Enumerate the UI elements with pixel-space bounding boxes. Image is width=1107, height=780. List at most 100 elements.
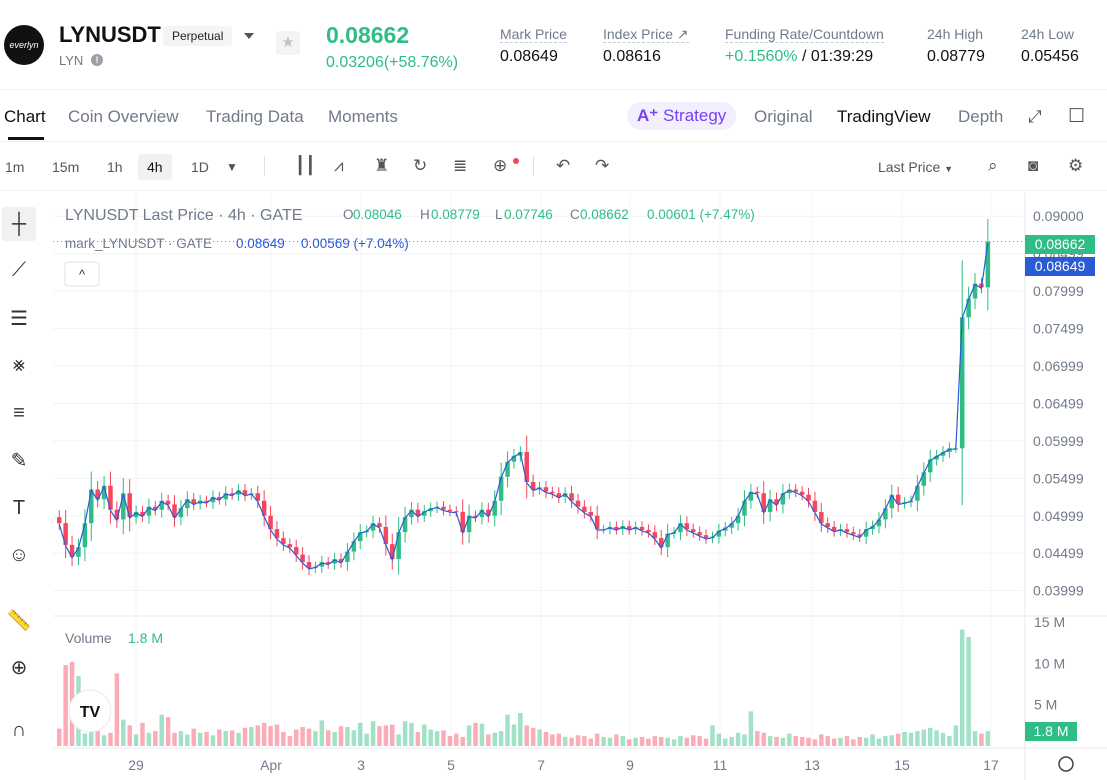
alert-icon[interactable]: ♜ — [374, 156, 390, 175]
notification-dot — [513, 158, 519, 164]
candle-body — [76, 547, 81, 557]
tab-tradingview[interactable]: TradingView — [837, 107, 931, 126]
time-tick-label: 29 — [128, 757, 144, 773]
volume-bar — [89, 727, 94, 746]
funding-rate-label[interactable]: Funding Rate/Countdown — [725, 26, 884, 43]
tradingview-logo-text: TV — [80, 704, 101, 721]
candle-body — [863, 529, 869, 537]
candle-body — [390, 544, 395, 560]
undo-icon[interactable]: ↶ — [556, 156, 571, 175]
volume-bar — [479, 723, 485, 746]
candle-body — [172, 504, 177, 518]
volume-bar — [985, 731, 991, 746]
tab-coin-overview[interactable]: Coin Overview — [68, 107, 179, 126]
timeframe-1h[interactable]: 1h — [107, 159, 123, 175]
candle-body — [370, 523, 376, 531]
candle-body — [697, 532, 702, 536]
mark-price-axis-label: 0.08649 — [1035, 258, 1086, 274]
timeframe-4h[interactable]: 4h — [138, 154, 172, 180]
price-chart-svg[interactable]: 0.090000.084990.079990.074990.069990.064… — [40, 193, 1107, 780]
volume-bar — [441, 730, 446, 746]
volume-bar — [133, 734, 139, 746]
volume-tick-label: 15 M — [1034, 614, 1065, 630]
tab-depth[interactable]: Depth — [958, 107, 1004, 126]
symbol-name[interactable]: LYNUSDT — [59, 22, 161, 47]
tab-chart[interactable]: Chart — [4, 107, 46, 126]
volume-bar — [863, 737, 869, 746]
search-icon[interactable]: ⌕ — [988, 156, 998, 175]
candlestick-type-icon[interactable]: ┃┃ — [295, 156, 316, 175]
strategy-button[interactable]: A⁺ Strategy — [627, 102, 737, 130]
candle-body — [716, 530, 722, 537]
candle-body — [524, 452, 529, 482]
tradingview-logo[interactable] — [68, 689, 112, 733]
candle-body — [69, 544, 75, 557]
templates-icon[interactable]: ≣ — [453, 156, 468, 175]
expand-icon[interactable]: ⤢ — [1028, 107, 1042, 126]
volume-bar — [325, 730, 331, 746]
mark-price-series-line — [58, 242, 989, 570]
timeframe-1d[interactable]: 1D — [191, 159, 209, 175]
price-chart-area[interactable]: 0.090000.084990.079990.074990.069990.064… — [40, 193, 1107, 780]
candle-body — [460, 511, 465, 533]
add-indicator-icon[interactable]: ⊕ — [493, 156, 508, 175]
camera-icon[interactable]: ◙ — [1028, 156, 1039, 175]
candle-body — [454, 511, 459, 513]
price-source-select[interactable]: Last Price ▼ — [878, 159, 953, 175]
volume-bar — [447, 736, 453, 746]
tab-moments[interactable]: Moments — [328, 107, 398, 126]
ruler-icon[interactable]: 📏 — [6, 609, 32, 632]
trend-line-icon[interactable]: ⟋ — [12, 258, 26, 281]
chart-toolbar: 1m 15m 1h 4h 1D ▼ ┃┃ ⩘ ♜ ↻ ≣ ⊕ ↶ ↷ Last … — [0, 143, 1107, 191]
magnet-icon[interactable]: ∩ — [11, 718, 27, 741]
settings-gear-icon[interactable]: ⚙ — [1068, 156, 1084, 175]
index-price-stat: Index Price ↗ 0.08616 — [603, 26, 689, 66]
candle-body — [626, 526, 632, 530]
index-price-label[interactable]: Index Price ↗ — [603, 26, 689, 43]
price-tick-label: 0.07999 — [1033, 283, 1084, 299]
volume-bar — [889, 735, 895, 746]
text-tool-icon[interactable]: T — [12, 496, 26, 519]
volume-bar — [306, 728, 312, 746]
redo-icon[interactable]: ↷ — [595, 156, 610, 175]
zoom-in-icon[interactable]: ⊕ — [10, 656, 28, 679]
symbol-dropdown-chevron-icon[interactable] — [244, 33, 254, 39]
tab-original[interactable]: Original — [754, 107, 813, 126]
timeframe-15m[interactable]: 15m — [52, 159, 80, 175]
crosshair-icon[interactable]: ┼ — [2, 207, 36, 241]
mark-price-label[interactable]: Mark Price — [500, 26, 567, 43]
volume-bar — [646, 738, 651, 746]
volume-bar — [165, 717, 171, 746]
volume-bar — [159, 714, 164, 746]
legend-high-label: H — [420, 207, 430, 222]
chart-settings-icon[interactable] — [1058, 756, 1074, 772]
volume-bar — [729, 736, 734, 746]
volume-bar — [876, 738, 882, 746]
collapse-legend-button[interactable] — [64, 261, 100, 287]
mark-price-value: 0.08649 — [500, 48, 558, 65]
info-icon[interactable]: ! — [91, 54, 103, 66]
window-icon[interactable]: ☐ — [1068, 106, 1086, 127]
candle-body — [543, 487, 549, 492]
pattern-icon[interactable]: ⨳ — [12, 353, 26, 376]
volume-bar — [697, 736, 702, 746]
collapse-chevron-up-icon: ^ — [79, 267, 86, 282]
volume-bar — [658, 736, 664, 746]
emoji-icon[interactable]: ☺ — [8, 543, 30, 566]
timeframe-dropdown-chevron-icon[interactable]: ▼ — [226, 160, 238, 174]
replay-icon[interactable]: ↻ — [413, 156, 428, 175]
favorite-star-icon[interactable]: ★ — [276, 31, 300, 55]
candle-body — [332, 559, 337, 564]
indicators-icon[interactable]: ⩘ — [334, 156, 344, 175]
chart-axes: 0.090000.084990.079990.074990.069990.064… — [53, 193, 1107, 780]
strategy-label: Strategy — [662, 106, 727, 125]
volume-bar — [121, 719, 126, 746]
project-logo[interactable]: everlyn — [4, 25, 44, 65]
timeframe-1m[interactable]: 1m — [5, 159, 25, 175]
candle-body — [357, 532, 363, 542]
brush-icon[interactable]: ✎ — [10, 449, 28, 472]
high-24h-stat: 24h High 0.08779 — [927, 26, 985, 66]
tab-trading-data[interactable]: Trading Data — [206, 107, 304, 126]
horizontal-lines-icon[interactable]: ☰ — [10, 307, 28, 330]
fib-retracement-icon[interactable]: ≡ — [13, 401, 25, 424]
